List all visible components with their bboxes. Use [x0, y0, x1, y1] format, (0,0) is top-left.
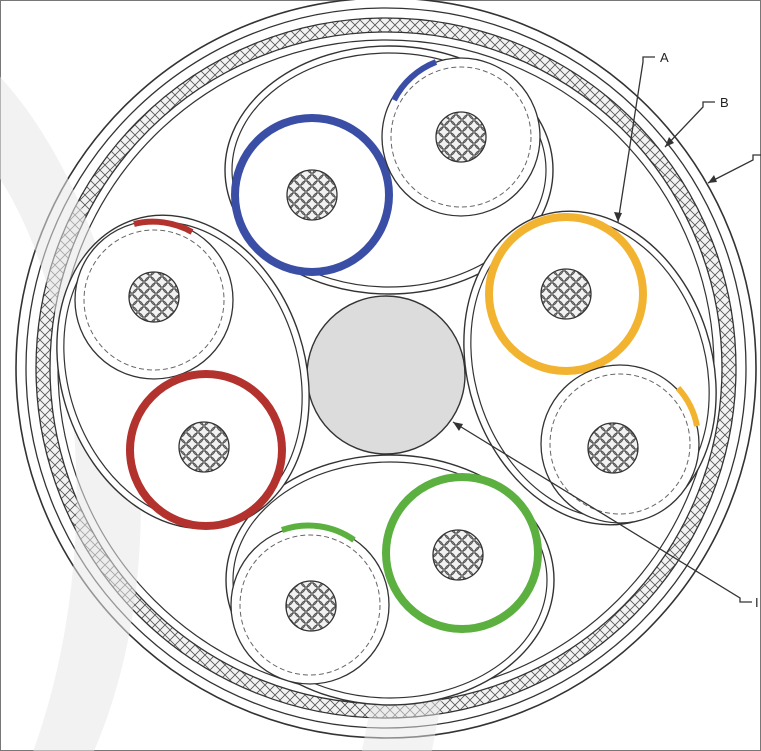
callout-c: [707, 154, 761, 184]
center-filler: [306, 295, 466, 455]
callout-label-b: B: [720, 95, 729, 110]
orange-stripe: [675, 385, 700, 427]
red-pair: [56, 214, 310, 530]
watermark-swoosh: [0, 76, 141, 751]
green-stripe: [281, 522, 356, 543]
green-pair: [225, 454, 555, 706]
callout-b: B: [664, 95, 729, 148]
blue-pair: [224, 45, 554, 295]
blue-conductor-strands: [286, 169, 338, 221]
orange-pair: [463, 210, 717, 526]
callout-i: I: [452, 421, 759, 610]
callout-label-a: A: [660, 50, 669, 65]
callout-label-i: I: [755, 595, 759, 610]
callout-a: A: [614, 50, 669, 223]
blue-stripe: [391, 59, 438, 102]
red-stripe: [133, 218, 194, 235]
